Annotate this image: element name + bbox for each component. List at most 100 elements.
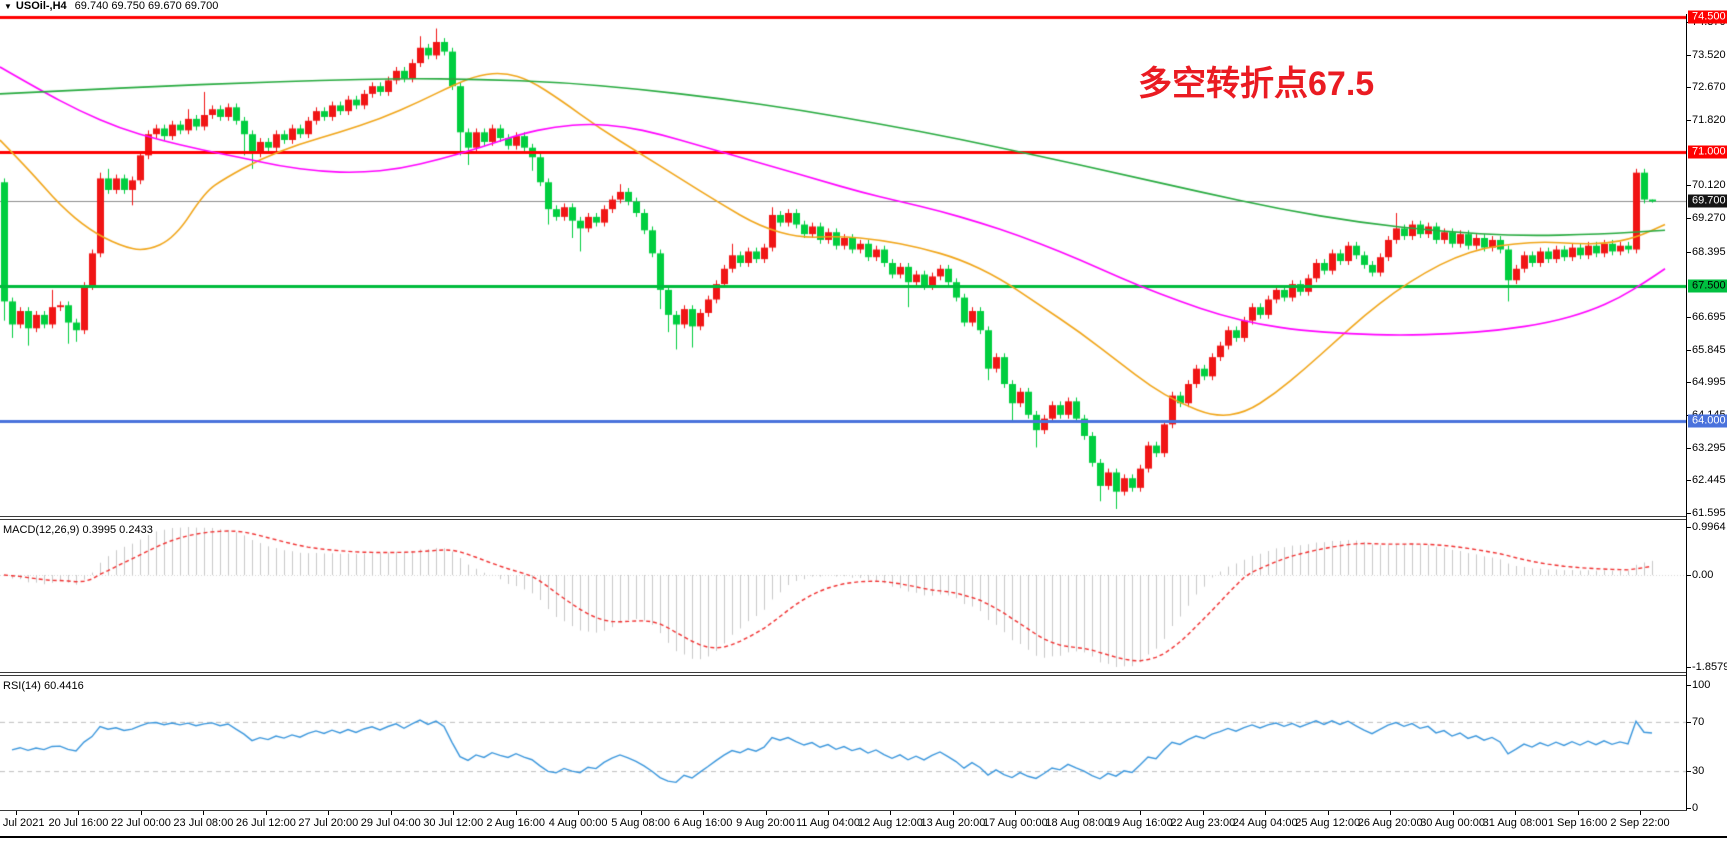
price-axis-label: 73.520 xyxy=(1692,48,1726,61)
time-tick xyxy=(1265,811,1267,815)
date-label: 31 Aug 08:00 xyxy=(1482,817,1548,829)
time-tick xyxy=(1140,811,1142,815)
date-label: 30 Jul 12:00 xyxy=(423,817,484,829)
date-label: 17 Aug 00:00 xyxy=(982,817,1048,829)
symbol-dropdown-icon[interactable]: ▼ xyxy=(4,2,12,11)
date-label: 6 Aug 16:00 xyxy=(673,817,733,829)
chart-annotation-text: 多空转折点67.5 xyxy=(1138,65,1375,103)
price-tick xyxy=(1687,120,1691,121)
chart-titlebar: ▼ USOil-,H4 69.740 69.750 69.670 69.700 xyxy=(0,0,1727,14)
time-tick xyxy=(203,811,205,815)
macd-tick xyxy=(1687,667,1691,668)
rsi-value: 60.4416 xyxy=(43,680,84,692)
time-tick xyxy=(1515,811,1517,815)
price-chart-canvas[interactable] xyxy=(0,14,1686,516)
date-label: 1 Sep 16:00 xyxy=(1547,817,1608,829)
price-tick xyxy=(1687,251,1691,253)
price-tick xyxy=(1687,447,1691,449)
date-label: 26 Aug 20:00 xyxy=(1357,817,1423,829)
time-tick xyxy=(1015,811,1017,815)
date-label: 19 Jul 2021 xyxy=(0,817,45,829)
rsi-tick xyxy=(1687,771,1691,773)
date-label: 30 Aug 00:00 xyxy=(1420,817,1486,829)
price-axis-label: 66.695 xyxy=(1692,310,1726,323)
time-tick xyxy=(328,811,330,815)
date-label: 24 Aug 04:00 xyxy=(1232,817,1298,829)
date-label: 25 Aug 12:00 xyxy=(1295,817,1361,829)
price-tick xyxy=(1687,480,1691,482)
date-label: 26 Jul 12:00 xyxy=(235,817,296,829)
panel-separator[interactable] xyxy=(0,672,1727,676)
symbol-timeframe-label[interactable]: USOil-,H4 xyxy=(15,0,67,12)
time-tick xyxy=(703,811,705,815)
time-tick xyxy=(1390,811,1392,815)
price-tick xyxy=(1687,316,1691,318)
rsi-axis-label: 100 xyxy=(1692,679,1711,691)
time-tick xyxy=(1327,811,1329,815)
price-tick xyxy=(1687,218,1691,219)
macd-canvas[interactable] xyxy=(0,521,1686,672)
macd-axis-label: -1.8579 xyxy=(1692,661,1727,673)
date-label: 12 Aug 12:00 xyxy=(858,817,923,829)
time-tick xyxy=(1640,811,1641,815)
date-label: 11 Aug 04:00 xyxy=(795,817,861,829)
macd-values: 0.3995 0.2433 xyxy=(82,524,153,536)
price-axis-label: 65.845 xyxy=(1692,343,1726,356)
date-label: 18 Aug 08:00 xyxy=(1045,817,1111,829)
price-chart-panel: 多空转折点67.5 xyxy=(0,14,1686,516)
date-label: 27 Jul 20:00 xyxy=(298,817,359,829)
time-tick xyxy=(828,811,829,815)
price-tick xyxy=(1687,54,1691,56)
price-tick xyxy=(1687,185,1691,187)
price-axis-label: 72.670 xyxy=(1692,81,1726,94)
time-tick xyxy=(390,811,392,815)
price-axis-label: 62.445 xyxy=(1692,474,1726,487)
price-scale[interactable]: 74.37073.52072.67071.82070.12069.27068.3… xyxy=(1686,10,1727,814)
date-label: 19 Aug 16:00 xyxy=(1107,817,1173,829)
bottom-border xyxy=(0,836,1727,838)
price-axis-label: 64.995 xyxy=(1692,376,1726,389)
rsi-canvas[interactable] xyxy=(0,677,1686,810)
time-tick xyxy=(140,811,142,815)
date-label: 22 Jul 00:00 xyxy=(110,817,171,829)
macd-label: MACD(12,26,9) 0.3995 0.2433 xyxy=(3,524,153,536)
macd-tick xyxy=(1687,575,1691,576)
date-label: 4 Aug 00:00 xyxy=(548,817,608,829)
macd-indicator-panel: MACD(12,26,9) 0.3995 0.2433 xyxy=(0,521,1686,672)
price-level-badge: 69.700 xyxy=(1688,194,1727,208)
time-tick xyxy=(1577,811,1579,815)
price-axis-label: 68.395 xyxy=(1692,245,1726,258)
price-axis-label: 63.295 xyxy=(1692,441,1726,454)
time-tick xyxy=(1077,811,1079,815)
panel-separator[interactable] xyxy=(0,516,1727,520)
date-label: 29 Jul 04:00 xyxy=(360,817,421,829)
time-tick xyxy=(640,811,642,815)
rsi-axis-label: 70 xyxy=(1692,715,1705,728)
time-tick xyxy=(765,811,767,815)
date-label: 9 Aug 20:00 xyxy=(736,817,795,829)
rsi-axis-label: 0 xyxy=(1692,802,1699,814)
macd-axis-label: 0.00 xyxy=(1692,569,1714,581)
time-tick xyxy=(578,811,580,815)
rsi-bottom-border xyxy=(0,810,1687,811)
rsi-tick xyxy=(1687,685,1691,686)
price-tick xyxy=(1687,87,1691,89)
time-tick xyxy=(265,811,267,815)
rsi-indicator-panel: RSI(14) 60.4416 xyxy=(0,677,1686,810)
price-tick xyxy=(1687,382,1691,384)
time-tick xyxy=(890,811,892,815)
date-label: 5 Aug 08:00 xyxy=(611,817,670,829)
rsi-tick xyxy=(1687,808,1691,809)
price-level-badge: 64.000 xyxy=(1688,414,1727,428)
time-tick xyxy=(16,811,17,815)
time-tick xyxy=(453,811,455,815)
price-level-badge: 67.500 xyxy=(1688,279,1727,293)
ohlc-quote-text: 69.740 69.750 69.670 69.700 xyxy=(74,0,219,12)
price-level-badge: 74.500 xyxy=(1688,10,1727,24)
time-tick xyxy=(515,811,517,815)
price-axis-label: 69.270 xyxy=(1692,212,1726,224)
price-axis-label: 71.820 xyxy=(1692,114,1726,126)
date-label: 22 Aug 23:00 xyxy=(1170,817,1236,829)
